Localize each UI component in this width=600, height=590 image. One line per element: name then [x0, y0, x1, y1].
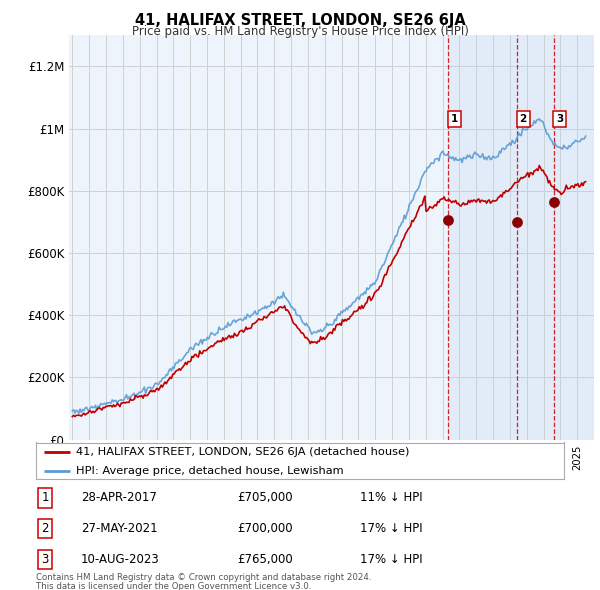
Text: 1: 1 — [451, 114, 458, 124]
Text: HPI: Average price, detached house, Lewisham: HPI: Average price, detached house, Lewi… — [76, 466, 343, 476]
Text: 1: 1 — [41, 491, 49, 504]
Text: 17% ↓ HPI: 17% ↓ HPI — [360, 553, 422, 566]
Text: 2: 2 — [520, 114, 527, 124]
Text: 17% ↓ HPI: 17% ↓ HPI — [360, 522, 422, 535]
Text: 3: 3 — [41, 553, 49, 566]
Text: 11% ↓ HPI: 11% ↓ HPI — [360, 491, 422, 504]
Text: 27-MAY-2021: 27-MAY-2021 — [81, 522, 158, 535]
Text: £765,000: £765,000 — [237, 553, 293, 566]
Point — [549, 197, 559, 206]
Text: 41, HALIFAX STREET, LONDON, SE26 6JA (detached house): 41, HALIFAX STREET, LONDON, SE26 6JA (de… — [76, 447, 409, 457]
Text: 2: 2 — [41, 522, 49, 535]
Text: £705,000: £705,000 — [237, 491, 293, 504]
Text: 41, HALIFAX STREET, LONDON, SE26 6JA: 41, HALIFAX STREET, LONDON, SE26 6JA — [134, 13, 466, 28]
Text: 3: 3 — [556, 114, 563, 124]
Text: 10-AUG-2023: 10-AUG-2023 — [81, 553, 160, 566]
Bar — [448, 35, 600, 440]
Text: £700,000: £700,000 — [237, 522, 293, 535]
Point — [443, 216, 453, 225]
Text: Contains HM Land Registry data © Crown copyright and database right 2024.: Contains HM Land Registry data © Crown c… — [36, 573, 371, 582]
Point — [512, 217, 522, 227]
Text: Price paid vs. HM Land Registry's House Price Index (HPI): Price paid vs. HM Land Registry's House … — [131, 25, 469, 38]
Text: This data is licensed under the Open Government Licence v3.0.: This data is licensed under the Open Gov… — [36, 582, 311, 590]
Text: 28-APR-2017: 28-APR-2017 — [81, 491, 157, 504]
